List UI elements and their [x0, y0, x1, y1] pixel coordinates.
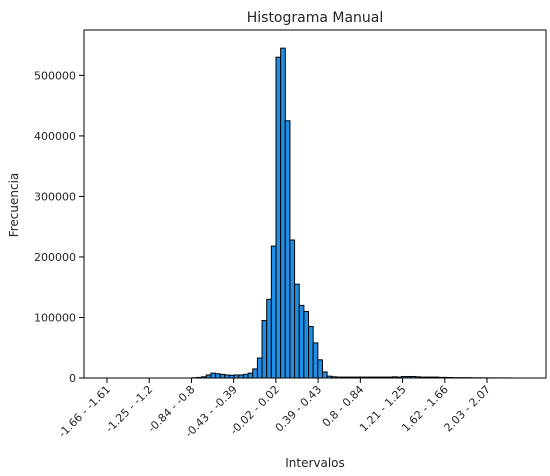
histogram-bar — [280, 47, 286, 379]
y-tick-label: 100000 — [34, 311, 76, 324]
histogram-bar — [275, 56, 282, 379]
histogram-bar — [270, 245, 277, 379]
histogram-bar — [266, 298, 272, 379]
histogram-bar — [215, 373, 221, 379]
histogram-bar — [317, 359, 323, 379]
histogram-bar — [252, 368, 258, 379]
histogram-bar — [321, 371, 328, 379]
x-axis-label: Intervalos — [285, 456, 345, 470]
histogram-bar — [289, 239, 296, 379]
histogram-bar — [308, 326, 314, 379]
histogram-bar — [247, 372, 254, 379]
y-tick-label: 400000 — [34, 130, 76, 143]
y-axis: 0 100000 200000 300000 400000 500000 — [34, 69, 84, 385]
histogram-bar — [261, 320, 268, 379]
histogram-bar — [298, 304, 305, 379]
bars-group — [191, 47, 514, 379]
histogram-bar — [210, 372, 217, 379]
y-axis-label: Frecuencia — [7, 173, 21, 238]
y-tick-label: 500000 — [34, 69, 76, 82]
histogram-bar — [303, 310, 310, 379]
histogram-bar — [219, 373, 226, 379]
histogram-bar — [242, 373, 249, 379]
y-tick-label: 0 — [69, 372, 76, 385]
histogram-bar — [294, 283, 300, 379]
chart-title: Histograma Manual — [247, 10, 384, 26]
x-tick-label: -1.66 - -1.61 — [56, 383, 113, 440]
histogram-bar — [312, 342, 319, 379]
histogram-bar — [256, 357, 263, 379]
y-tick-label: 300000 — [34, 190, 76, 203]
plot-frame — [83, 29, 547, 379]
x-axis: -1.66 - -1.61-1.25 - -1.2-0.84 - -0.8-0.… — [56, 378, 493, 440]
y-tick-label: 200000 — [34, 251, 76, 264]
histogram-bar — [284, 120, 291, 379]
